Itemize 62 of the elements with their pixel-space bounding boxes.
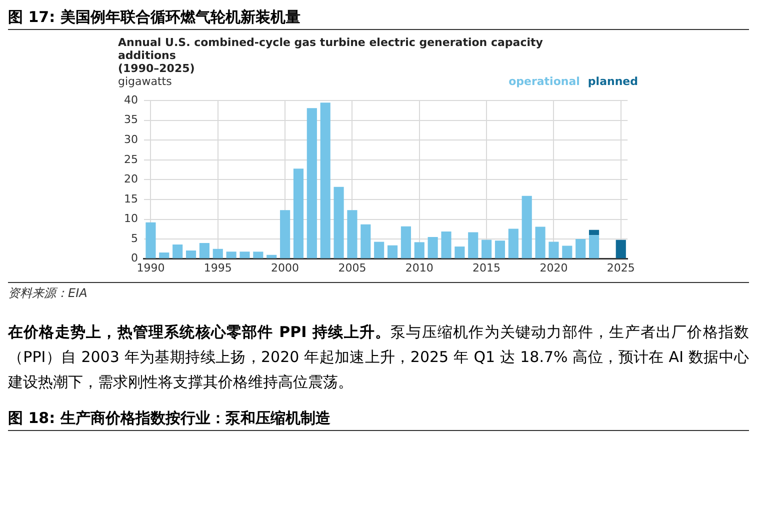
y-tick-label: 10 [124,212,138,226]
bar [616,240,626,258]
x-tick-label: 2015 [472,261,501,274]
y-tick-label: 35 [124,113,138,126]
bar [588,230,600,236]
bar [253,252,264,258]
bar [306,108,317,258]
x-tick-label: 2010 [405,261,434,274]
bar [159,252,170,258]
y-tick-label: 40 [124,93,138,106]
x-tick-label: 1995 [204,261,232,274]
x-tick-label: 2025 [606,261,635,274]
bar [240,252,250,258]
bar [280,210,290,258]
bar [588,235,600,258]
chart-subtitle: (1990–2025) [118,62,196,75]
bar [548,242,559,258]
bar [414,242,424,258]
caption: 图 18: 生产商价格指数按行业：泵和压缩机制造 [8,409,749,431]
y-tick-label: 30 [124,133,138,146]
bar [562,246,572,258]
y-tick-label: 20 [124,172,138,186]
x-tick-label: 2000 [271,261,300,274]
bar [172,244,183,258]
chart-title: Annual U.S. combined-cycle gas turbine electric generation capacity additions [118,36,544,62]
bar [266,254,277,258]
text: 资料来源：EIA [8,282,749,302]
bar [508,228,518,258]
caption: 图 17: 美国例年联合循环燃气轮机新装机量 [8,8,749,30]
bar [522,196,532,258]
bar [468,232,478,258]
bar [535,226,546,258]
bar [454,246,465,258]
bar [387,245,398,258]
text: planned [588,75,638,88]
bar [186,250,196,258]
bar [400,226,411,258]
bar [360,224,371,258]
y-tick-label: 25 [124,152,138,166]
bar [293,168,304,258]
bar [441,232,452,258]
bar [428,237,438,258]
y-tick-label: 0 [130,252,138,265]
x-tick-label: 2020 [540,261,568,274]
y-axis-title: gigawatts [118,75,172,88]
bar [320,102,330,258]
y-tick-label: 15 [124,192,138,206]
bar [374,242,384,258]
bar [226,252,236,258]
bar [146,222,156,258]
bar [347,210,358,258]
bar [576,239,586,258]
y-tick-label: 5 [130,232,138,245]
bar [199,242,210,258]
bar [482,240,492,258]
text: operational [508,75,580,88]
x-tick-label: 1990 [136,261,165,274]
bar [334,186,344,258]
x-tick-label: 2005 [338,261,366,274]
bar [212,248,223,258]
bar [494,240,506,258]
text: 在价格走势上，热管理系统核心零部件 PPI 持续上升。 [8,323,391,341]
